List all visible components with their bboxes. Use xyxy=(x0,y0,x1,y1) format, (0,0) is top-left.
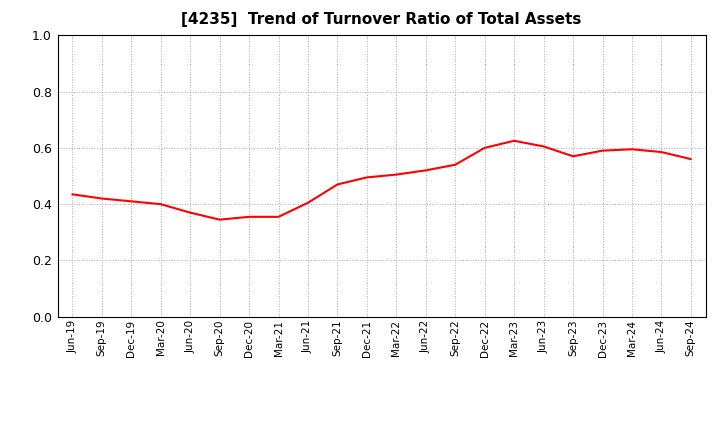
Title: [4235]  Trend of Turnover Ratio of Total Assets: [4235] Trend of Turnover Ratio of Total … xyxy=(181,12,582,27)
